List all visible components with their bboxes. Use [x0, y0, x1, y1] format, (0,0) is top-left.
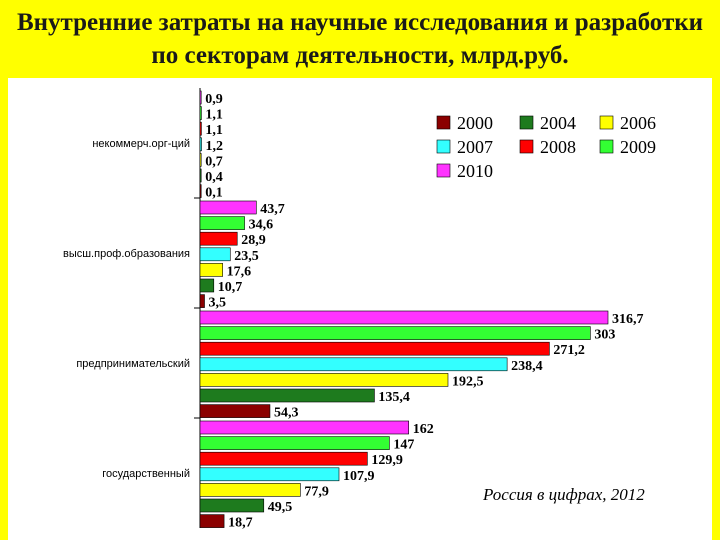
bar: [199, 216, 245, 230]
data-label: 49,5: [268, 500, 293, 515]
bar: [199, 436, 390, 450]
data-label: 17,6: [227, 264, 252, 279]
data-label: 54,3: [274, 406, 299, 421]
data-label: 1,2: [206, 139, 224, 154]
data-label: 147: [393, 438, 414, 453]
bar: [199, 451, 368, 466]
data-label: 1,1: [205, 108, 223, 123]
data-label: 271,2: [553, 343, 585, 358]
category-label: государственный: [102, 468, 190, 480]
legend-swatch: [519, 139, 534, 154]
legend-label: 2000: [457, 113, 493, 133]
data-label: 192,5: [452, 374, 484, 389]
bar: [199, 514, 225, 528]
data-label: 18,7: [228, 516, 253, 531]
data-label: 135,4: [378, 390, 410, 405]
bar: [199, 106, 202, 120]
legend-label: 2010: [457, 161, 493, 181]
legend-label: 2004: [540, 113, 576, 133]
bar: [199, 420, 410, 435]
bar: [199, 294, 205, 308]
data-label: 34,6: [249, 218, 274, 233]
data-label: 303: [594, 328, 615, 343]
legend-swatch: [599, 115, 614, 130]
data-label: 0,4: [205, 170, 223, 185]
data-label: 10,7: [218, 280, 243, 295]
data-label: 316,7: [612, 312, 644, 327]
data-label: 162: [413, 422, 434, 437]
legend-label: 2008: [540, 137, 576, 157]
bar: [199, 263, 223, 277]
category-label: предпринимательский: [76, 358, 190, 370]
bar: [199, 200, 257, 215]
data-label: 77,9: [304, 484, 329, 499]
bar: [199, 247, 231, 262]
legend-swatch: [599, 139, 614, 154]
bar: [199, 153, 202, 167]
legend-swatch: [436, 115, 451, 130]
page-title: Внутренние затраты на научные исследован…: [16, 9, 704, 69]
bar: [199, 90, 202, 105]
data-label: 28,9: [241, 233, 266, 248]
data-label: 238,4: [511, 359, 543, 374]
bar: [199, 357, 508, 372]
bar: [199, 341, 550, 356]
data-label: 3,5: [209, 296, 227, 311]
data-label: 1,1: [205, 123, 223, 138]
bar: [199, 373, 449, 387]
legend-label: 2006: [620, 113, 656, 133]
category-label: некоммерч.орг-ций: [92, 138, 190, 150]
category-label: высш.проф.образования: [63, 248, 190, 260]
bar: [199, 310, 609, 325]
bar: [199, 278, 215, 293]
bar: [199, 467, 340, 482]
data-label: 23,5: [234, 249, 259, 264]
legend-label: 2007: [457, 137, 493, 157]
bar: [199, 168, 202, 183]
data-label: 0,1: [205, 186, 223, 201]
bar: [199, 121, 202, 136]
bar: [199, 326, 591, 340]
legend-swatch: [436, 163, 451, 178]
data-label: 107,9: [343, 469, 375, 484]
title-bar: Внутренние затраты на научные исследован…: [0, 0, 720, 78]
legend-swatch: [436, 139, 451, 154]
bar: [199, 137, 202, 152]
data-label: 0,7: [205, 154, 223, 169]
legend-swatch: [519, 115, 534, 130]
source-note: Россия в цифрах, 2012: [483, 485, 645, 504]
bar: [199, 388, 375, 403]
data-label: 0,9: [205, 92, 223, 107]
legend-label: 2009: [620, 137, 656, 157]
data-label: 129,9: [371, 453, 403, 468]
bar: [199, 231, 238, 246]
bar: [199, 483, 301, 497]
bar: [199, 404, 271, 418]
data-label: 43,7: [260, 202, 285, 217]
bar: [199, 498, 265, 513]
bar: [199, 184, 202, 198]
